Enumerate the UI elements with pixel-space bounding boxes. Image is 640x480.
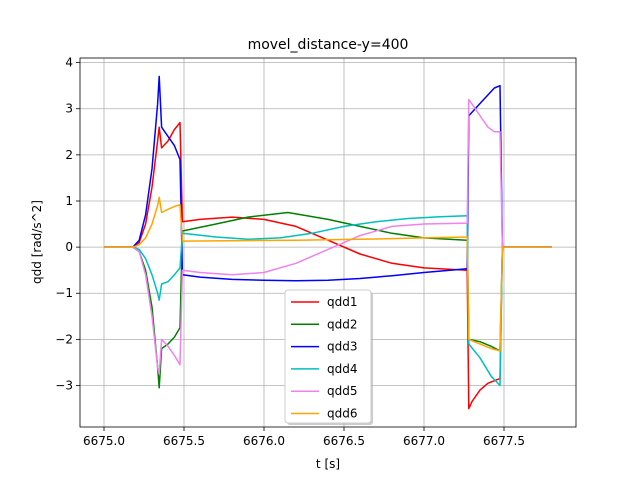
y-tick-label: −2 [55, 332, 73, 346]
legend-label: qdd2 [327, 317, 358, 331]
x-tick-label: 6676.5 [323, 434, 365, 448]
plot-frame [79, 57, 577, 428]
legend-label: qdd6 [327, 407, 358, 421]
grid [80, 58, 576, 427]
legend-label: qdd4 [327, 362, 358, 376]
x-axis-ticks: 6675.0 6675.5 6676.0 6676.5 6677.0 6677.5 [83, 427, 525, 448]
series-lines [104, 75, 552, 410]
series-line-qdd4 [104, 214, 552, 387]
x-tick-label: 6677.5 [483, 434, 525, 448]
legend: qdd1 qdd2 qdd3 qdd4 qdd5 qdd6 [284, 289, 373, 425]
y-tick-label: −1 [55, 286, 73, 300]
series-line-qdd6 [104, 196, 552, 352]
legend-label: qdd5 [327, 384, 358, 398]
x-tick-label: 6675.5 [163, 434, 205, 448]
y-tick-label: 4 [65, 56, 73, 70]
y-tick-label: 2 [65, 148, 73, 162]
chart-title: movel_distance-y=400 [248, 37, 409, 53]
series-line-qdd2 [104, 211, 552, 389]
x-tick-label: 6676.0 [243, 434, 285, 448]
legend-label: qdd1 [327, 295, 358, 309]
y-tick-label: 1 [65, 194, 73, 208]
x-tick-label: 6677.0 [403, 434, 445, 448]
legend-box [284, 289, 372, 424]
series-line-qdd5 [104, 98, 552, 375]
x-axis-label: t [s] [316, 457, 340, 471]
series-line-qdd3 [104, 75, 552, 282]
y-tick-label: 3 [65, 102, 73, 116]
x-tick-label: 6675.0 [83, 434, 125, 448]
y-tick-label: −3 [55, 378, 73, 392]
y-tick-label: 0 [65, 240, 73, 254]
y-axis-label: qdd [rad/s^2] [30, 200, 44, 284]
y-axis-ticks: −3 −2 −1 0 1 2 3 4 [55, 56, 80, 392]
series-line-qdd1 [104, 121, 552, 410]
legend-label: qdd3 [327, 340, 358, 354]
